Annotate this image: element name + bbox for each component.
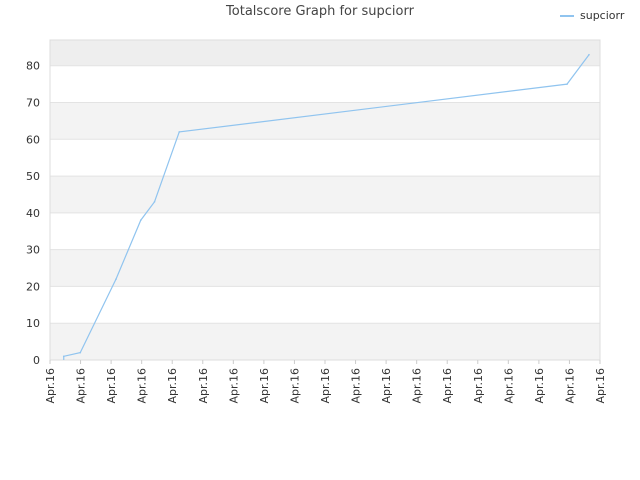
x-tick-label: Apr.16 (563, 368, 576, 404)
x-tick-label: Apr.16 (350, 368, 363, 404)
x-tick-label: Apr.16 (380, 368, 393, 404)
x-tick-label: Apr.16 (197, 368, 210, 404)
x-tick-label: Apr.16 (411, 368, 424, 404)
x-tick-label: Apr.16 (75, 368, 88, 404)
data-point (153, 201, 156, 203)
x-tick-label: Apr.16 (533, 368, 546, 404)
data-point (115, 278, 117, 280)
y-tick-label: 30 (26, 244, 40, 257)
y-tick-label: 10 (26, 317, 40, 330)
x-tick-label: Apr.16 (594, 368, 607, 404)
x-tick-label: Apr.16 (258, 368, 271, 404)
x-tick-label: Apr.16 (472, 368, 485, 404)
y-tick-label: 80 (26, 60, 40, 73)
x-tick-label: Apr.16 (166, 368, 179, 404)
y-tick-label: 60 (26, 133, 40, 146)
grid-band (50, 176, 600, 213)
y-tick-label: 70 (26, 97, 40, 110)
grid-band (50, 212, 600, 250)
grid-band (50, 40, 600, 66)
x-tick-label: Apr.16 (44, 368, 57, 404)
grid-band (50, 286, 600, 324)
legend: supciorr (560, 9, 624, 22)
legend-swatch (560, 14, 574, 17)
y-tick-label: 50 (26, 170, 40, 183)
x-tick-label: Apr.16 (441, 368, 454, 404)
y-tick-label: 40 (26, 207, 40, 220)
data-point (79, 351, 82, 354)
grid-band (50, 102, 600, 140)
grid-band (50, 323, 600, 360)
x-tick-label: Apr.16 (136, 368, 149, 404)
y-tick-label: 0 (33, 354, 40, 367)
x-tick-label: Apr.16 (319, 368, 332, 404)
x-tick-label: Apr.16 (227, 368, 240, 404)
x-tick-label: Apr.16 (502, 368, 515, 404)
grid-band (50, 65, 600, 103)
x-tick-label: Apr.16 (105, 368, 118, 404)
data-point (588, 53, 590, 56)
chart-title: Totalscore Graph for supciorr (226, 4, 414, 19)
legend-label: supciorr (580, 9, 625, 22)
grid-band (50, 249, 600, 287)
data-point (139, 219, 142, 222)
data-point (566, 83, 568, 85)
data-point (62, 355, 65, 358)
x-tick-label: Apr.16 (288, 368, 301, 404)
data-point (178, 131, 181, 133)
grid-band (50, 139, 600, 177)
y-tick-label: 20 (26, 280, 40, 293)
